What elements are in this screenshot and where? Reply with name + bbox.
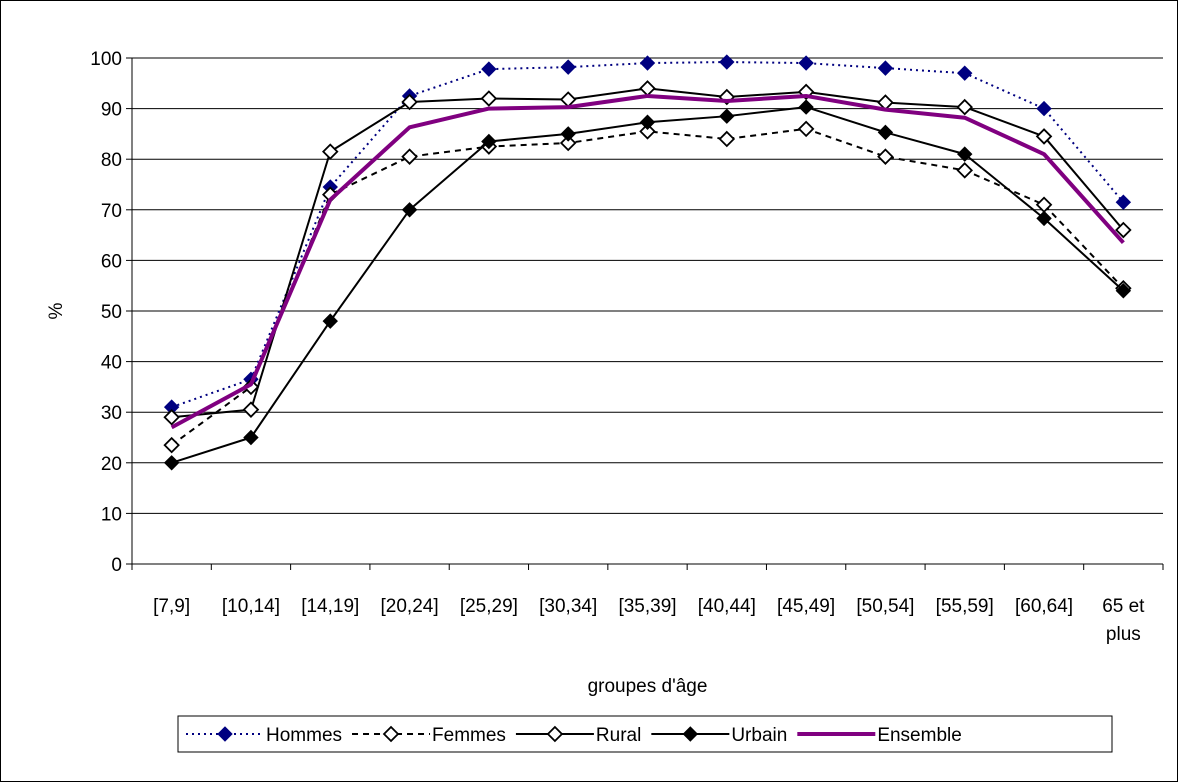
- series-urbain: [163, 99, 1132, 471]
- x-tick-label: [7,9]: [153, 596, 190, 617]
- data-point-rural: [401, 93, 418, 111]
- y-tick-label: 0: [111, 555, 122, 576]
- data-point-urbain: [243, 429, 259, 446]
- data-point-rural: [1115, 221, 1132, 239]
- data-point-urbain: [322, 313, 338, 329]
- series-femmes: [163, 120, 1132, 454]
- x-tick-label: [50,54]: [856, 596, 914, 617]
- data-point-urbain: [719, 108, 735, 124]
- legend-label-rural: Rural: [596, 725, 641, 746]
- data-point-urbain: [1036, 210, 1052, 227]
- series-ensemble: [170, 93, 1125, 430]
- data-point-urbain: [560, 126, 576, 142]
- data-point-urbain: [877, 124, 894, 141]
- x-tick-label: [55,59]: [936, 596, 994, 617]
- y-tick-label: 70: [101, 201, 122, 222]
- data-point-hommes: [481, 61, 497, 77]
- data-point-femmes: [877, 148, 894, 165]
- data-point-urbain: [957, 146, 973, 162]
- x-tick-label: [25,29]: [460, 596, 518, 617]
- x-tick-label: [14,19]: [301, 596, 359, 617]
- data-point-urbain: [163, 455, 180, 471]
- y-tick-label: 30: [101, 403, 122, 424]
- data-point-rural: [956, 98, 974, 116]
- data-point-rural: [639, 80, 656, 97]
- series-line-urbain: [171, 106, 1125, 464]
- y-axis-title: %: [46, 302, 67, 319]
- data-point-urbain: [1115, 283, 1132, 299]
- y-tick-label: 90: [101, 100, 122, 121]
- x-tick-label: [45,49]: [777, 596, 835, 617]
- legend-label-hommes: Hommes: [266, 725, 342, 746]
- series-line-ensemble: [170, 93, 1125, 430]
- series-line-femmes: [171, 127, 1125, 446]
- series-rural: [163, 80, 1132, 426]
- data-point-hommes: [798, 55, 814, 71]
- x-tick-labels: [7,9] [10,14] [14,19] [20,24] [25,29] [30,34]…: [131, 564, 1164, 645]
- data-point-femmes: [718, 130, 736, 148]
- data-point-femmes: [797, 120, 815, 138]
- legend-label-ensemble: Ensemble: [877, 725, 962, 746]
- x-axis-title: groupes d'âge: [588, 676, 708, 697]
- data-point-rural: [242, 401, 260, 418]
- x-tick-label: [30,34]: [539, 596, 597, 617]
- data-point-femmes: [401, 148, 418, 165]
- data-point-hommes: [639, 55, 656, 71]
- data-point-femmes: [639, 123, 656, 140]
- data-point-urbain: [798, 99, 814, 115]
- x-tick-label: [20,24]: [381, 596, 439, 617]
- legend-label-urbain: Urbain: [731, 725, 787, 746]
- x-tick-label: [10,14]: [222, 596, 280, 617]
- data-point-hommes: [957, 65, 973, 81]
- y-tick-label: 100: [90, 49, 122, 70]
- data-point-femmes: [242, 378, 260, 396]
- legend-marker-hommes: [217, 726, 233, 742]
- data-point-femmes: [559, 134, 577, 152]
- data-point-hommes: [1115, 194, 1132, 210]
- data-point-femmes: [163, 436, 180, 454]
- y-tick-label: 60: [101, 251, 122, 272]
- y-tick-label: 20: [101, 454, 122, 475]
- data-point-hommes: [719, 54, 735, 70]
- data-point-urbain: [401, 202, 418, 218]
- legend-box: [177, 715, 1113, 753]
- x-tick-label: [35,39]: [618, 596, 676, 617]
- x-tick-label: [40,44]: [698, 596, 756, 617]
- data-point-rural: [1035, 128, 1053, 145]
- data-point-hommes: [877, 60, 894, 76]
- legend-label-femmes: Femmes: [432, 725, 506, 746]
- legend-marker-rural: [546, 725, 564, 743]
- y-tick-label: 10: [101, 504, 122, 525]
- data-point-rural: [480, 90, 498, 107]
- data-point-hommes: [1036, 100, 1052, 117]
- x-tick-label: plus: [1106, 624, 1141, 645]
- data-point-rural: [163, 408, 180, 426]
- data-point-urbain: [481, 133, 497, 150]
- y-tick-label: 50: [101, 302, 122, 323]
- data-point-rural: [321, 143, 339, 160]
- data-point-urbain: [639, 114, 656, 130]
- x-tick-label: [60,64]: [1015, 596, 1073, 617]
- legend: Hommes Femmes Rural Urbain Ensemble: [177, 715, 1113, 753]
- y-tick-label: 40: [101, 353, 122, 374]
- legend-marker-urbain: [682, 726, 699, 742]
- y-tick-label: 80: [101, 150, 122, 171]
- legend-marker-femmes: [382, 725, 400, 743]
- y-tick-labels: 0 10 20 30 40 50 60 70 80 90 100: [90, 49, 132, 576]
- data-point-hommes: [560, 59, 576, 75]
- x-tick-label: 65 et: [1102, 596, 1145, 617]
- data-point-femmes: [956, 162, 974, 179]
